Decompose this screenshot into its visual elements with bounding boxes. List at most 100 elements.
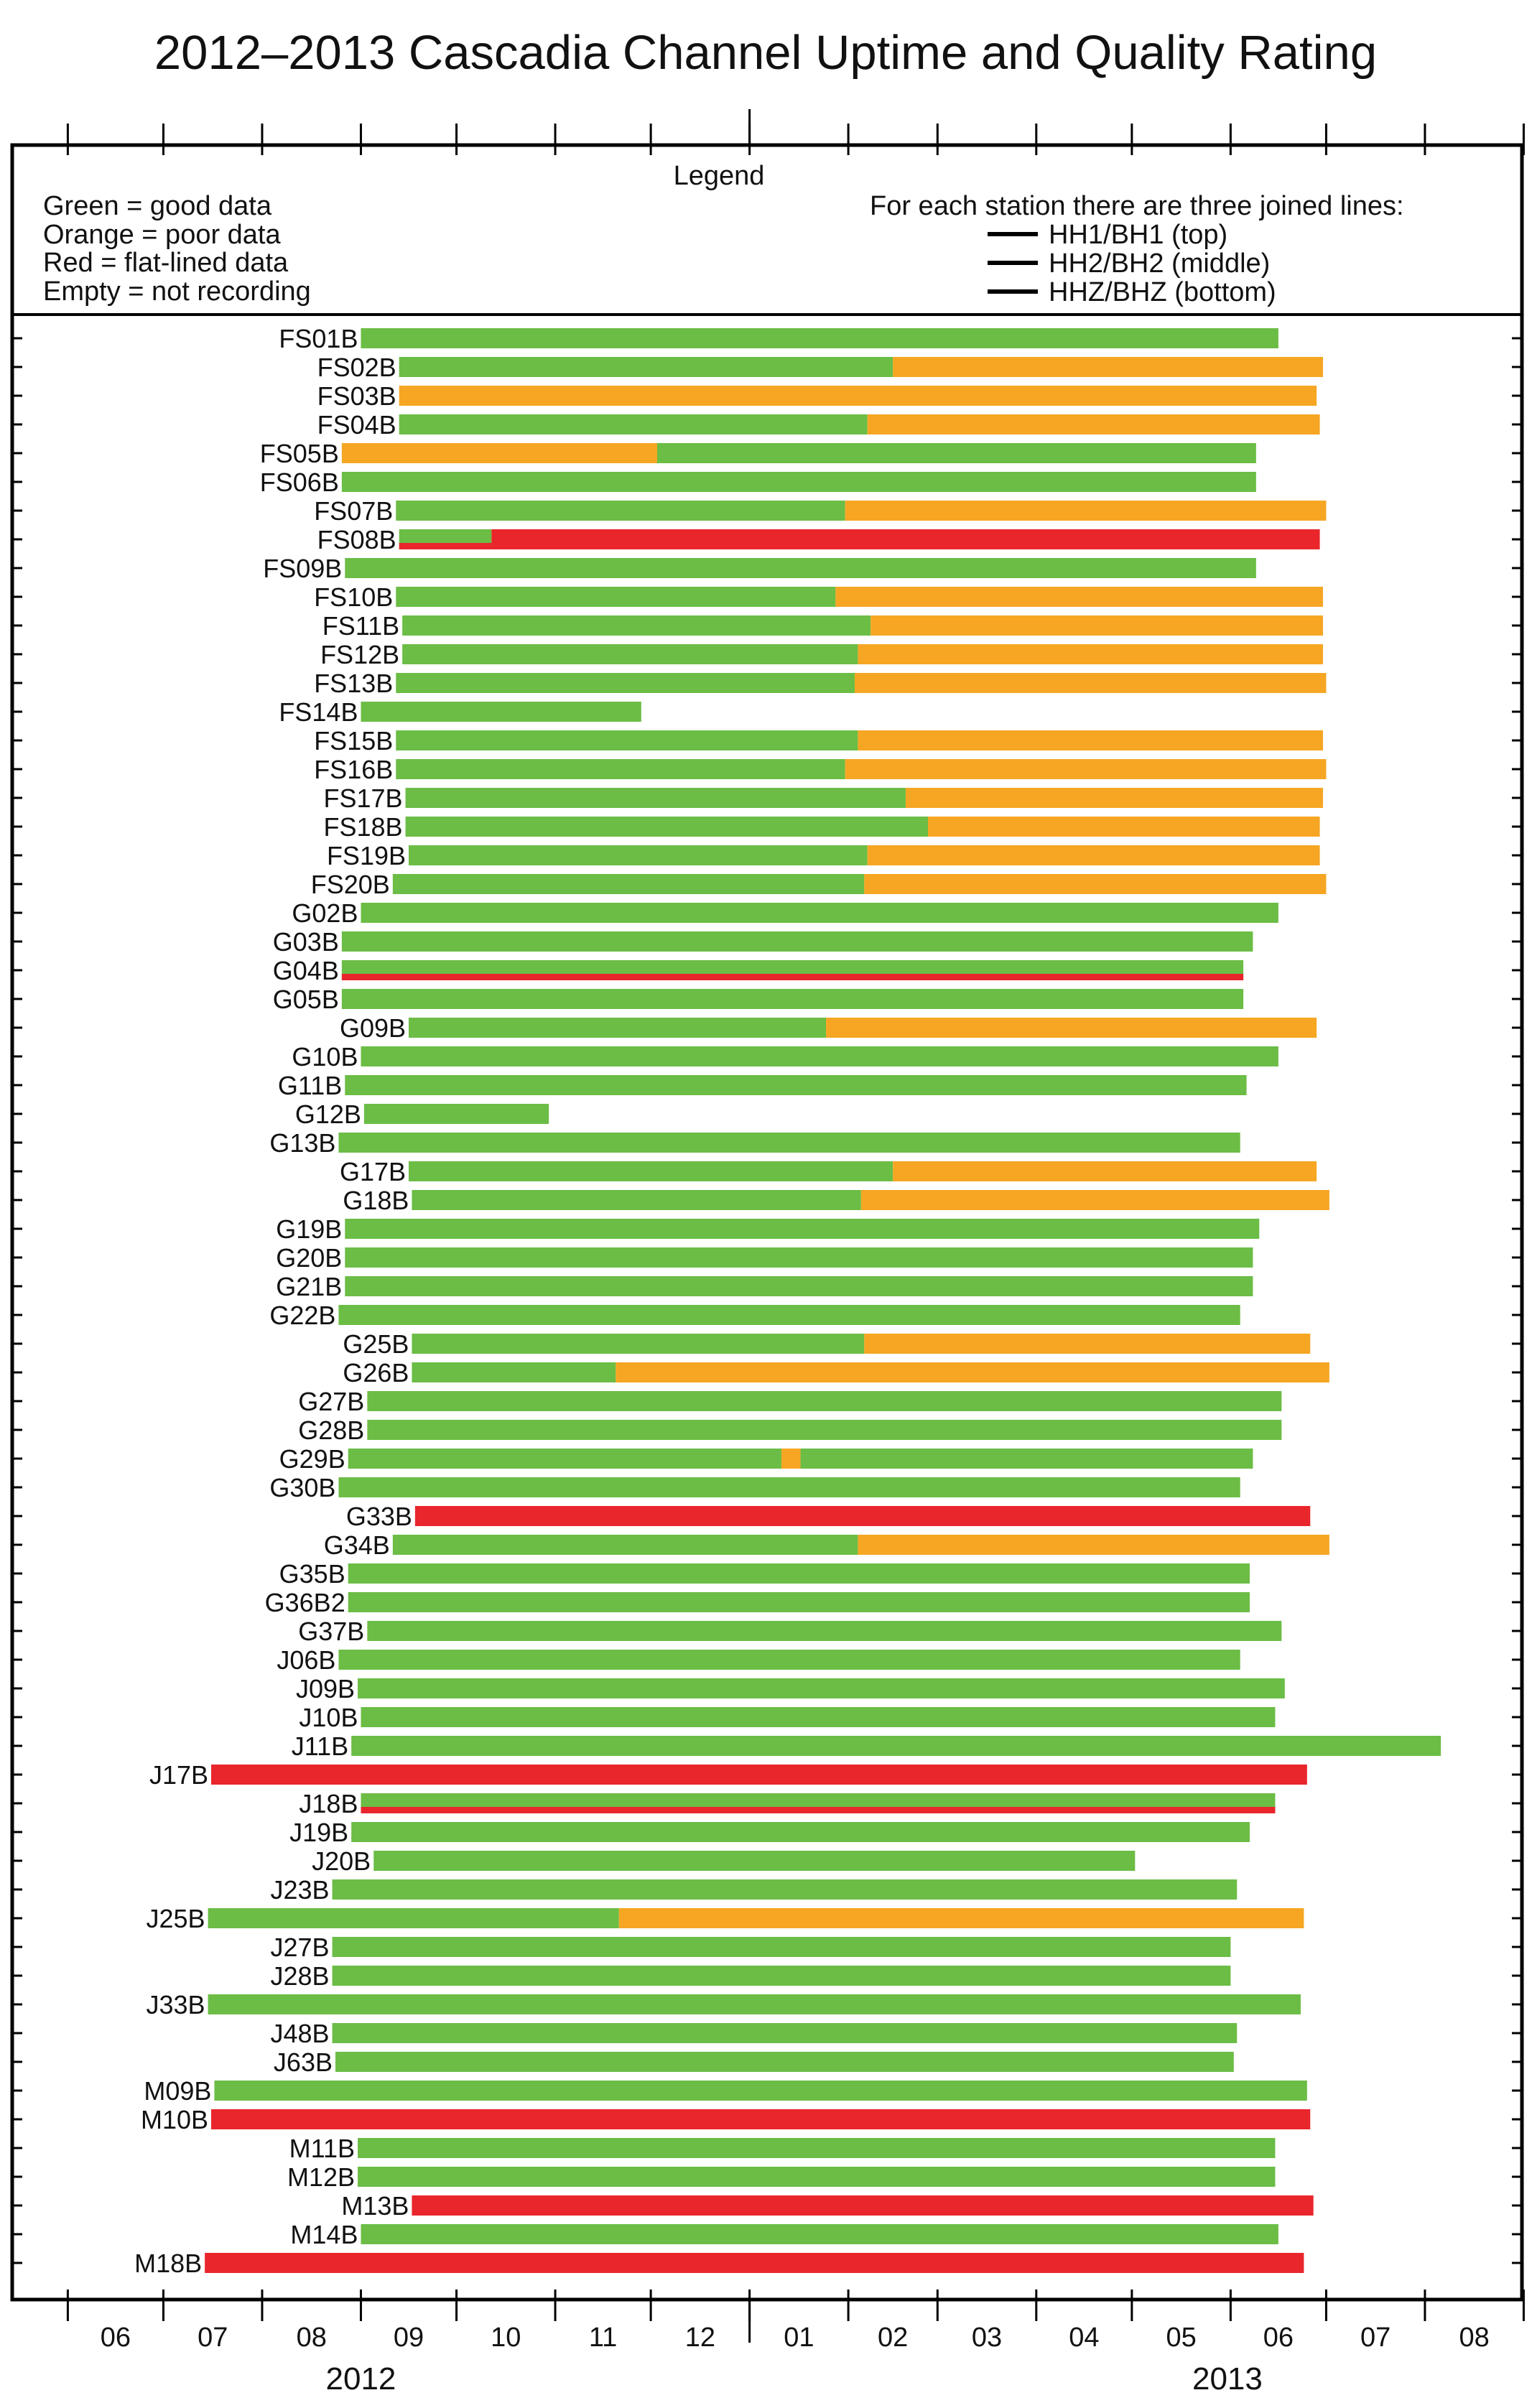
station-row: J09B <box>296 1674 1285 1703</box>
bar-segment-good <box>656 443 1256 463</box>
station-row: G37B <box>298 1617 1282 1646</box>
station-label: G34B <box>324 1530 390 1560</box>
bar-segment-poor <box>616 1362 1329 1382</box>
bar-segment-good <box>332 1937 1231 1957</box>
x-tick-label: 09 <box>394 2323 424 2353</box>
bar-segment-good <box>396 730 858 750</box>
x-tick-label: 07 <box>1360 2323 1391 2353</box>
year-label: 2012 <box>326 2361 396 2397</box>
station-label: G10B <box>292 1042 358 1071</box>
station-row: G20B <box>276 1243 1253 1273</box>
bar-segment-good <box>361 2224 1278 2244</box>
legend-item-poor: Orange = poor data <box>43 220 281 250</box>
bar-segment-good <box>345 1247 1253 1268</box>
bar-segment-good <box>345 1276 1253 1296</box>
station-label: G30B <box>269 1473 335 1502</box>
bar-segment-good <box>361 702 641 722</box>
bar-segment-good <box>351 1822 1250 1842</box>
bar-segment-good <box>348 1563 1250 1584</box>
bar-segment-good <box>402 615 871 636</box>
station-label: FS18B <box>324 812 403 842</box>
station-label: FS06B <box>260 468 339 497</box>
bar-segment-good <box>409 1018 827 1038</box>
station-row: FS09B <box>263 554 1256 583</box>
bar-segment-poor <box>864 874 1327 894</box>
station-label: FS17B <box>324 784 403 813</box>
station-label: J06B <box>277 1645 335 1675</box>
station-label: G03B <box>273 927 339 957</box>
x-tick-label: 03 <box>972 2323 1002 2353</box>
station-row: J06B <box>277 1645 1240 1675</box>
axis-ticks <box>12 109 1525 2343</box>
x-tick-label: 07 <box>198 2323 228 2353</box>
station-label: FS07B <box>314 496 393 526</box>
station-label: FS16B <box>314 755 393 784</box>
station-label: G27B <box>298 1387 364 1416</box>
bar-segment-good <box>348 1449 781 1469</box>
year-label: 2013 <box>1192 2361 1263 2397</box>
station-row: FS12B <box>320 640 1323 669</box>
bar-segment-good <box>208 1994 1301 2014</box>
station-row: G21B <box>276 1272 1253 1301</box>
bar-segment-good <box>335 2052 1234 2072</box>
station-row: FS04B <box>317 410 1320 440</box>
station-row: FS17B <box>324 784 1323 813</box>
station-row: M14B <box>290 2220 1278 2249</box>
station-row: G05B <box>273 985 1244 1014</box>
bar-segment-poor <box>826 1018 1317 1038</box>
station-row: FS02B <box>317 353 1323 382</box>
station-label: G13B <box>269 1128 335 1158</box>
station-label: J11B <box>292 1731 348 1761</box>
bar-segment-good <box>358 2167 1276 2187</box>
station-label: FS14B <box>279 697 358 727</box>
station-row: G11B <box>278 1071 1247 1100</box>
station-row: J23B <box>270 1875 1238 1905</box>
station-row: M09B <box>144 2076 1307 2106</box>
x-tick-label: 08 <box>297 2323 327 2353</box>
station-row: FS18B <box>324 812 1320 842</box>
station-label: J27B <box>270 1933 329 1962</box>
station-label: M11B <box>289 2134 355 2163</box>
bar-segment-poor <box>867 414 1320 434</box>
station-row: G26B <box>343 1358 1329 1387</box>
station-label: G22B <box>269 1301 335 1330</box>
x-tick-label: 10 <box>491 2323 521 2353</box>
flat-channel-line <box>341 974 1244 980</box>
station-row: J20B <box>312 1846 1136 1876</box>
bar-segment-good <box>348 1592 1250 1612</box>
station-label: G11B <box>278 1071 342 1100</box>
station-label: G28B <box>298 1415 364 1445</box>
bar-segment-good <box>345 1219 1260 1239</box>
x-axis-labels: 06 07 08 09 10 11 12 01 02 03 04 05 06 07 08 2012 2013 <box>101 2323 1490 2397</box>
bar-segment-good <box>367 1621 1282 1641</box>
station-row: G28B <box>298 1415 1282 1445</box>
bar-segment-good <box>332 2023 1238 2043</box>
x-tick-label: 01 <box>784 2323 814 2353</box>
chart-title: 2012–2013 Cascadia Channel Uptime and Qu… <box>154 26 1377 80</box>
station-row: G18B <box>343 1186 1329 1215</box>
station-label: G29B <box>279 1444 345 1474</box>
plot-frame <box>10 143 1524 2302</box>
station-label: M13B <box>341 2191 409 2221</box>
bar-segment-good <box>361 328 1278 348</box>
bar-segment-good <box>341 931 1253 952</box>
legend-channel-bottom: HHZ/BHZ (bottom) <box>1049 277 1276 307</box>
station-label: FS15B <box>314 726 393 756</box>
station-label: G04B <box>273 956 339 985</box>
station-row: M11B <box>289 2134 1276 2163</box>
station-row: G10B <box>292 1042 1278 1071</box>
bar-segment-flat <box>205 2253 1304 2273</box>
station-label: J25B <box>147 1904 205 1933</box>
station-row: G19B <box>276 1214 1260 1244</box>
station-row: G13B <box>269 1128 1240 1158</box>
station-row: J27B <box>270 1933 1231 1962</box>
bar-segment-good <box>361 903 1278 923</box>
bar-segment-poor <box>871 615 1323 636</box>
bar-segment-good <box>338 1477 1240 1497</box>
station-row: J63B <box>274 2047 1234 2077</box>
station-label: J10B <box>299 1703 358 1732</box>
station-row: G33B <box>346 1502 1311 1531</box>
station-label: J09B <box>296 1674 355 1703</box>
station-label: FS09B <box>263 554 342 583</box>
station-label: M14B <box>290 2220 358 2249</box>
